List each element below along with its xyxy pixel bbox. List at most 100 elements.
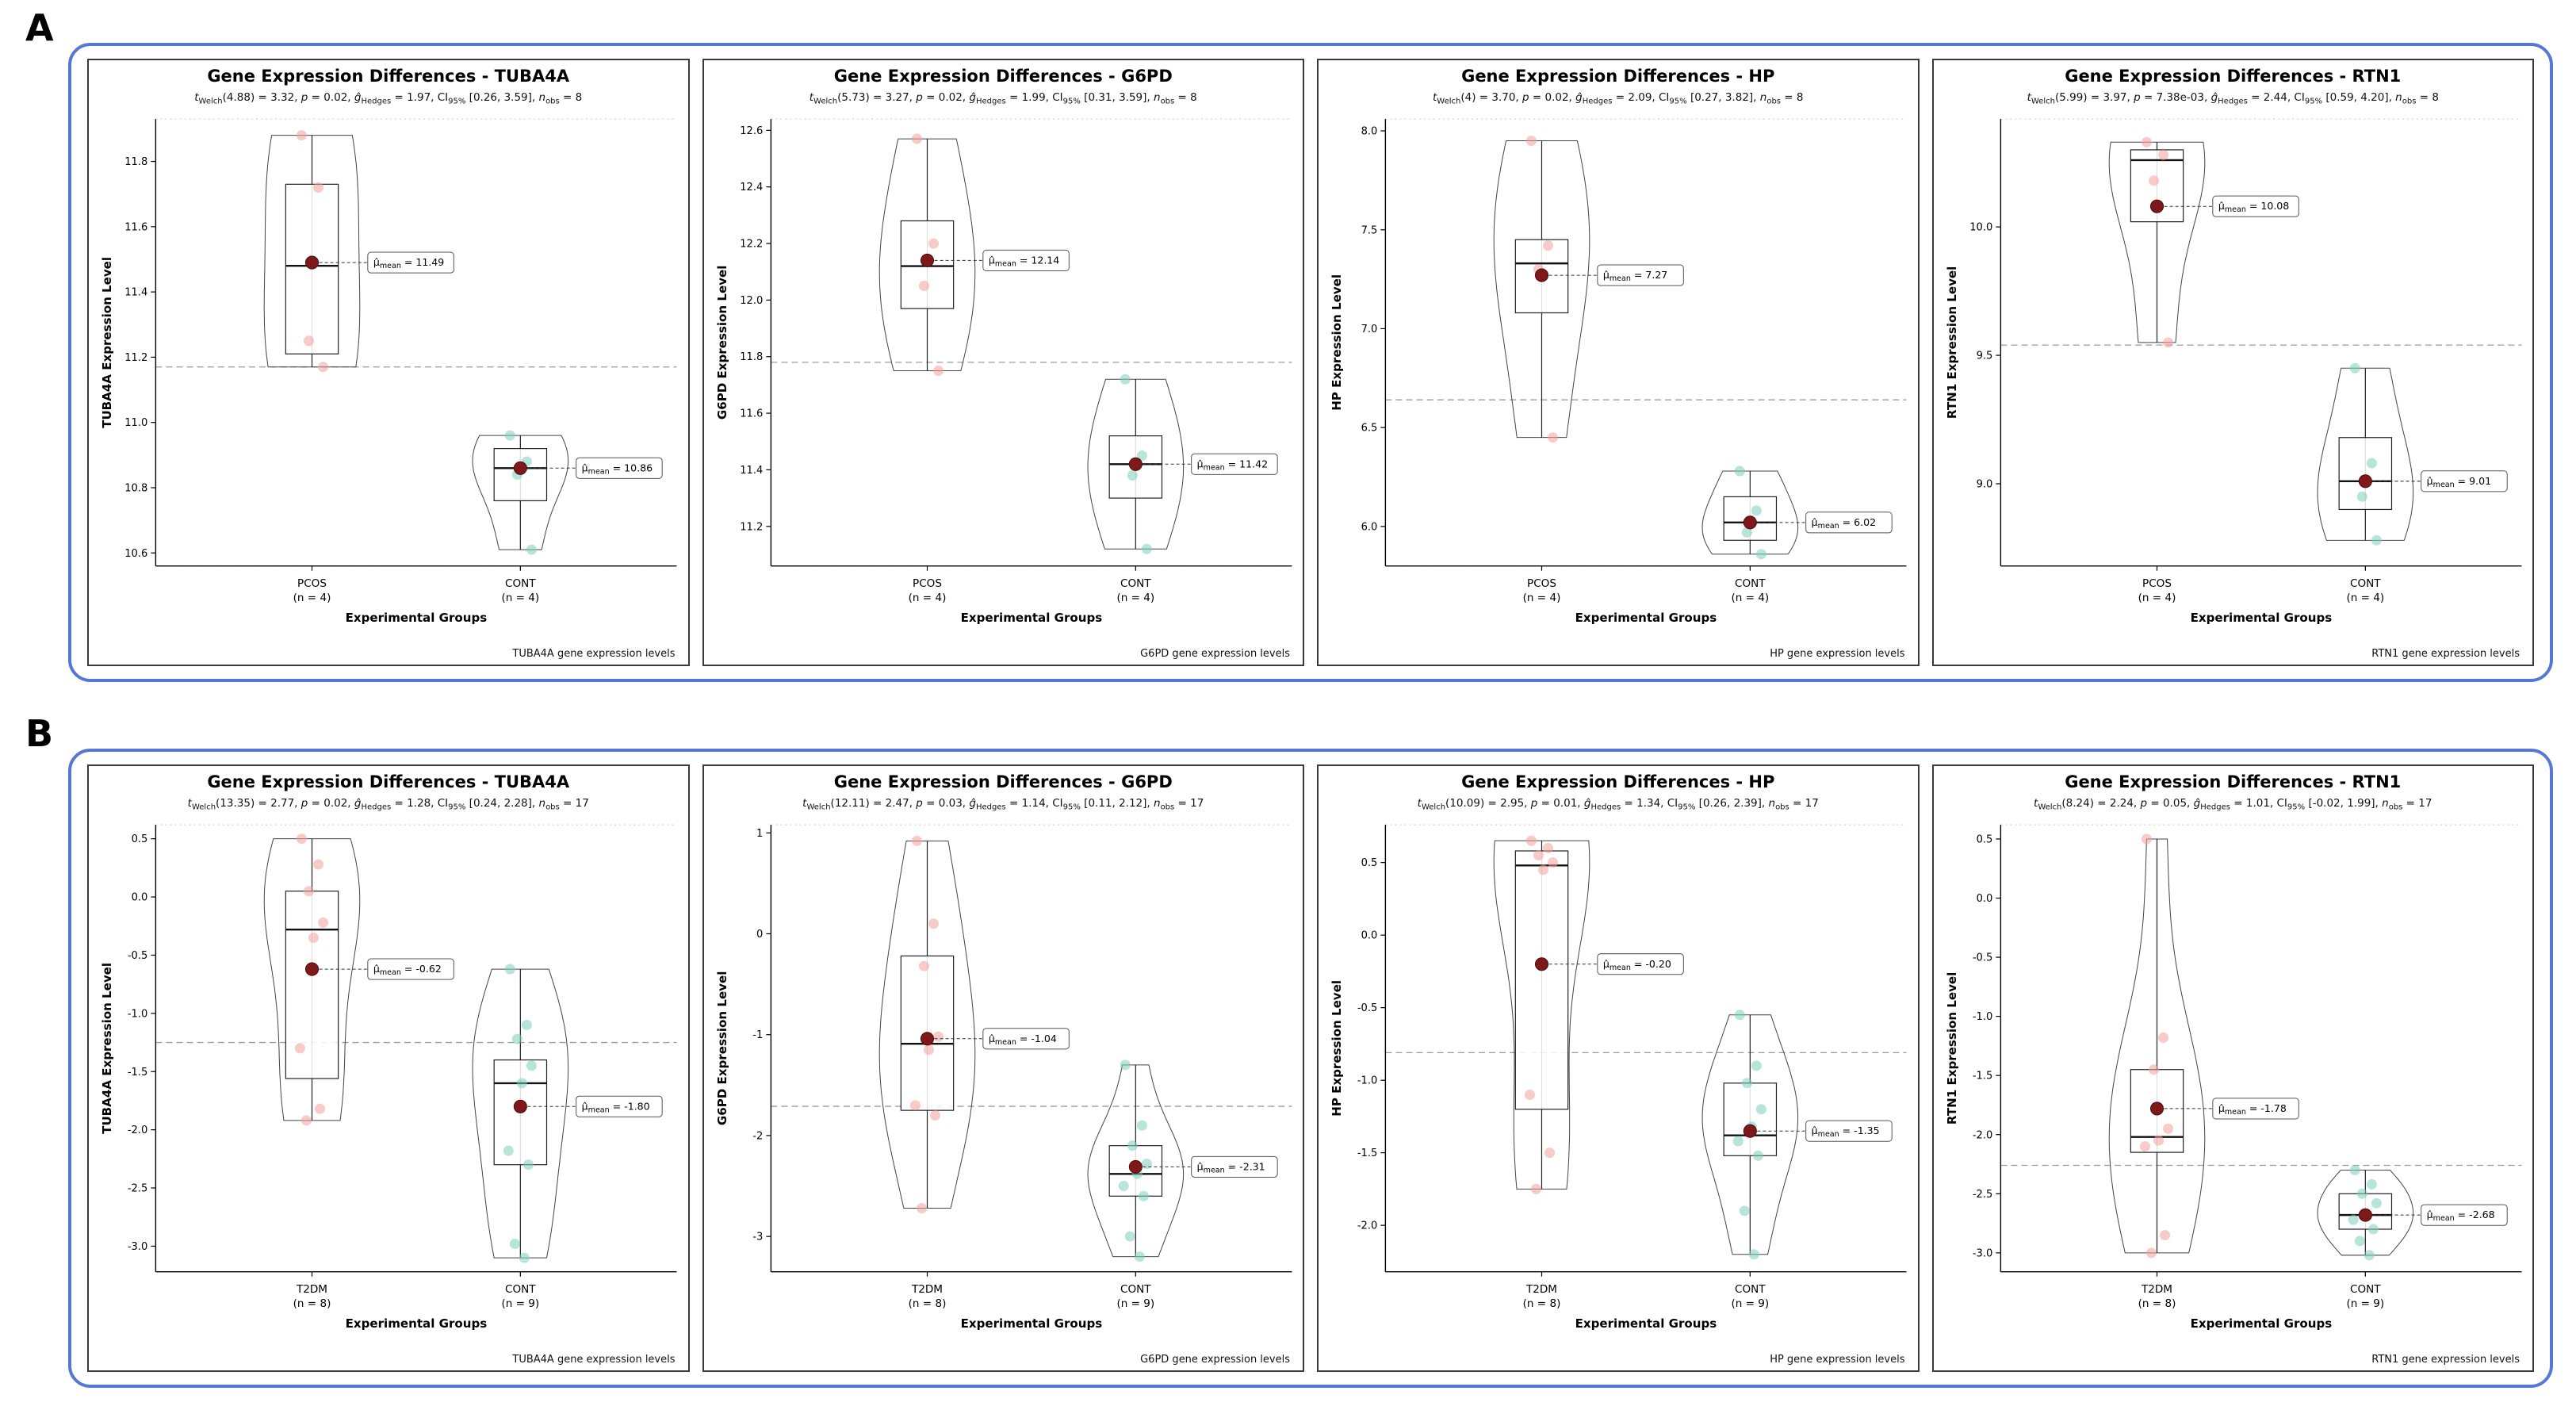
svg-text:12.4: 12.4 [740, 182, 763, 193]
svg-text:(n = 9): (n = 9) [1116, 1297, 1154, 1310]
violin-box-chart: μ̂mean = 10.08 PCOS (n = 4) μ̂mean = 9.01 CO… [1945, 118, 2521, 625]
svg-text:-1.5: -1.5 [128, 1067, 147, 1079]
svg-text:11.0: 11.0 [124, 417, 147, 429]
svg-text:PCOS: PCOS [1527, 577, 1556, 590]
svg-text:CONT: CONT [2350, 1283, 2381, 1296]
svg-text:11.8: 11.8 [740, 351, 763, 363]
svg-text:10.6: 10.6 [124, 548, 147, 560]
svg-text:0.5: 0.5 [132, 833, 148, 845]
svg-text:0.5: 0.5 [1976, 833, 1992, 845]
svg-text:μ̂mean = -1.80: μ̂mean = -1.80 [582, 1100, 650, 1114]
panel-b-cards: Gene Expression Differences - TUBA4A tWe… [87, 764, 2534, 1372]
svg-text:HP Expression Level: HP Expression Level [1330, 274, 1344, 411]
svg-text:-3: -3 [752, 1232, 763, 1243]
panel-b: Gene Expression Differences - TUBA4A tWe… [68, 749, 2553, 1388]
svg-text:μ̂mean = -1.78: μ̂mean = -1.78 [2218, 1102, 2286, 1117]
svg-text:11.8: 11.8 [124, 156, 147, 168]
svg-text:μ̂mean = 11.49: μ̂mean = 11.49 [373, 256, 444, 270]
svg-text:(n = 8): (n = 8) [1523, 1297, 1561, 1310]
svg-text:T2DM: T2DM [1525, 1283, 1557, 1296]
plot-caption: HP gene expression levels [1770, 1354, 1905, 1366]
svg-text:11.4: 11.4 [740, 465, 763, 477]
svg-text:0.0: 0.0 [132, 891, 148, 903]
svg-text:G6PD Expression Level: G6PD Expression Level [715, 266, 729, 420]
plot-caption: TUBA4A gene expression levels [512, 648, 676, 660]
violin-plot-card: Gene Expression Differences - RTN1 tWelc… [1931, 764, 2534, 1372]
svg-text:(n = 9): (n = 9) [1731, 1297, 1769, 1310]
svg-text:μ̂mean = -0.20: μ̂mean = -0.20 [1603, 958, 1671, 972]
svg-text:-1.5: -1.5 [1972, 1071, 1992, 1082]
plot-stats-subtitle: tWelch(4) = 3.70, p = 0.02, ĝHedges = 2.… [1432, 91, 1804, 106]
svg-text:7.0: 7.0 [1361, 324, 1378, 335]
svg-text:0.0: 0.0 [1361, 930, 1378, 942]
svg-text:Experimental Groups: Experimental Groups [2190, 611, 2332, 625]
plot-stats-subtitle: tWelch(4.88) = 3.32, p = 0.02, ĝHedges =… [194, 91, 583, 106]
plot-caption: G6PD gene expression levels [1140, 1354, 1290, 1366]
svg-text:-0.5: -0.5 [1972, 952, 1992, 964]
violin-box-chart: μ̂mean = 12.14 PCOS (n = 4) μ̂mean = 11.42 C… [715, 118, 1292, 625]
svg-text:6.0: 6.0 [1361, 521, 1378, 533]
svg-text:11.6: 11.6 [740, 408, 763, 420]
svg-text:G6PD Expression Level: G6PD Expression Level [715, 971, 729, 1125]
svg-text:CONT: CONT [2350, 577, 2381, 590]
svg-text:10.0: 10.0 [1969, 222, 1992, 234]
svg-text:(n = 9): (n = 9) [501, 1297, 539, 1310]
svg-text:12.0: 12.0 [740, 295, 763, 307]
svg-text:μ̂mean = 11.42: μ̂mean = 11.42 [1196, 458, 1267, 472]
svg-text:(n = 8): (n = 8) [908, 1297, 946, 1310]
svg-text:μ̂mean = 6.02: μ̂mean = 6.02 [1812, 516, 1876, 531]
plot-caption: HP gene expression levels [1770, 648, 1905, 660]
svg-text:μ̂mean = 10.86: μ̂mean = 10.86 [582, 462, 653, 476]
svg-text:PCOS: PCOS [2142, 577, 2172, 590]
svg-text:11.6: 11.6 [124, 221, 147, 233]
svg-text:1: 1 [756, 828, 763, 840]
svg-text:Experimental Groups: Experimental Groups [960, 1316, 1102, 1331]
svg-text:Experimental Groups: Experimental Groups [2190, 1316, 2332, 1331]
svg-text:Experimental Groups: Experimental Groups [346, 1316, 488, 1331]
panel-b-label: B [25, 712, 54, 755]
svg-text:9.0: 9.0 [1976, 478, 1992, 490]
svg-text:-2.0: -2.0 [128, 1125, 147, 1136]
svg-text:μ̂mean = 10.08: μ̂mean = 10.08 [2218, 200, 2288, 214]
plot-stats-subtitle: tWelch(5.73) = 3.27, p = 0.02, ĝHedges =… [809, 91, 1197, 106]
svg-text:(n = 4): (n = 4) [293, 592, 331, 604]
violin-plot-card: Gene Expression Differences - RTN1 tWelc… [1931, 59, 2534, 666]
panel-a-label: A [25, 6, 54, 49]
violin-box-chart: μ̂mean = -1.78 T2DM(n = 8) μ̂mean = -2.68 C… [1945, 824, 2521, 1331]
violin-plot-card: Gene Expression Differences - G6PD tWelc… [702, 764, 1304, 1372]
svg-text:PCOS: PCOS [913, 577, 942, 590]
svg-text:-0.5: -0.5 [128, 950, 147, 962]
panel-a-cards: Gene Expression Differences - TUBA4A tWe… [87, 59, 2534, 666]
violin-plot-card: Gene Expression Differences - HP tWelch(… [1317, 764, 1920, 1372]
svg-text:CONT: CONT [1120, 1283, 1151, 1296]
svg-text:(n = 4): (n = 4) [501, 592, 539, 604]
svg-text:-2.0: -2.0 [1357, 1220, 1377, 1232]
plot-title: Gene Expression Differences - TUBA4A [207, 772, 570, 791]
svg-text:CONT: CONT [1735, 1283, 1766, 1296]
svg-text:0: 0 [756, 929, 763, 941]
svg-text:-2.5: -2.5 [128, 1182, 147, 1194]
plot-title: Gene Expression Differences - G6PD [833, 772, 1173, 791]
svg-text:CONT: CONT [1735, 577, 1766, 590]
svg-text:μ̂mean = 7.27: μ̂mean = 7.27 [1603, 269, 1667, 283]
svg-text:CONT: CONT [1120, 577, 1151, 590]
svg-text:T2DM: T2DM [296, 1283, 327, 1296]
svg-text:TUBA4A Expression Level: TUBA4A Expression Level [100, 257, 114, 428]
svg-text:-3.0: -3.0 [1972, 1247, 1992, 1259]
svg-text:(n = 9): (n = 9) [2346, 1297, 2384, 1310]
plot-stats-subtitle: tWelch(8.24) = 2.24, p = 0.05, ĝHedges =… [2034, 797, 2432, 812]
svg-text:-2.0: -2.0 [1972, 1129, 1992, 1141]
svg-text:(n = 4): (n = 4) [1731, 592, 1769, 604]
plot-title: Gene Expression Differences - G6PD [833, 67, 1173, 86]
plot-title: Gene Expression Differences - HP [1461, 772, 1775, 791]
violin-plot-card: Gene Expression Differences - TUBA4A tWe… [87, 764, 690, 1372]
svg-text:RTN1 Expression Level: RTN1 Expression Level [1945, 972, 1959, 1125]
svg-text:-2: -2 [752, 1130, 763, 1142]
svg-text:(n = 4): (n = 4) [908, 592, 946, 604]
svg-text:μ̂mean = 12.14: μ̂mean = 12.14 [988, 254, 1058, 268]
svg-text:-1.5: -1.5 [1357, 1148, 1377, 1159]
plot-caption: RTN1 gene expression levels [2371, 1354, 2520, 1366]
plot-stats-subtitle: tWelch(10.09) = 2.95, p = 0.01, ĝHedges … [1417, 797, 1819, 812]
svg-text:7.5: 7.5 [1361, 224, 1378, 236]
